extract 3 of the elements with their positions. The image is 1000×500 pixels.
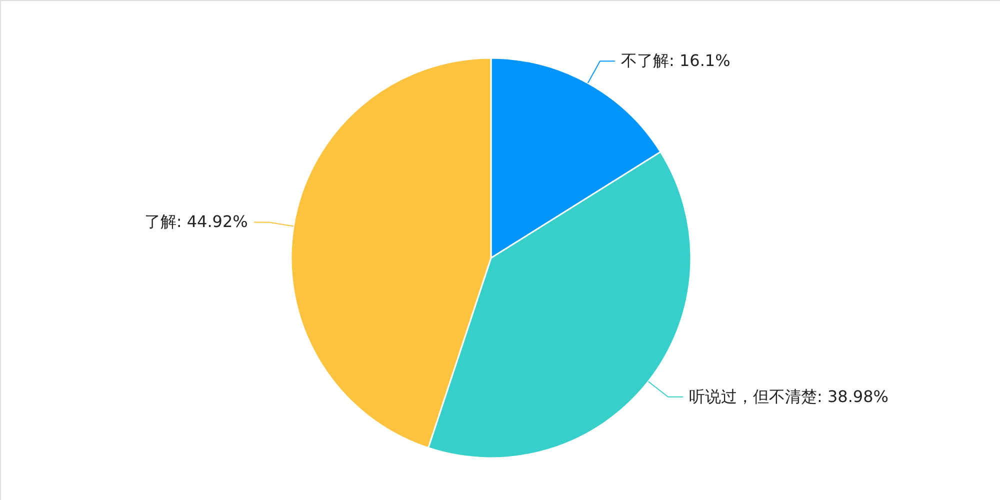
slice-label: 不了解: 16.1%	[621, 51, 730, 70]
slice-label: 听说过，但不清楚: 38.98%	[689, 386, 888, 406]
slice-label: 了解: 44.92%	[144, 212, 248, 232]
